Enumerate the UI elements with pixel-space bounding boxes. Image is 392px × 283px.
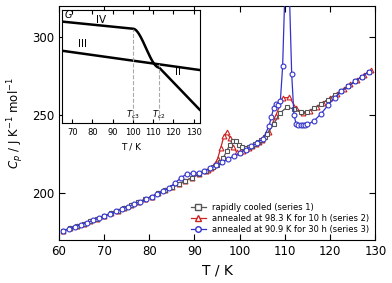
X-axis label: T / K: T / K: [201, 263, 232, 277]
Legend: rapidly cooled (series 1), annealed at 98.3 K for 10 h (series 2), annealed at 9: rapidly cooled (series 1), annealed at 9…: [189, 201, 371, 236]
Y-axis label: $C_p$ / J K$^{-1}$ mol$^{-1}$: $C_p$ / J K$^{-1}$ mol$^{-1}$: [5, 77, 26, 169]
